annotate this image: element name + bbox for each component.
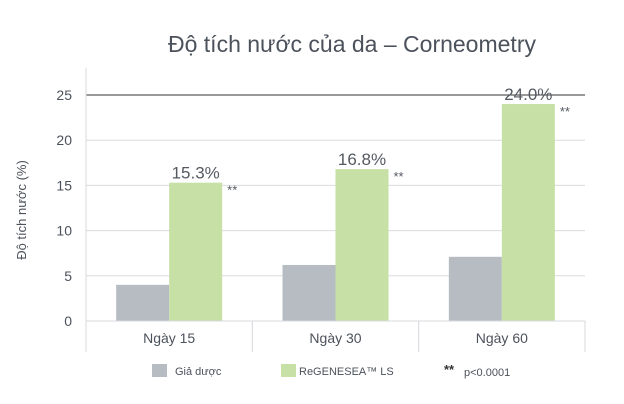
x-category-label: Ngày 60 <box>476 330 528 346</box>
y-tick-label: 20 <box>56 132 72 148</box>
y-tick-label: 5 <box>64 268 72 284</box>
data-label: 15.3% <box>172 164 220 183</box>
legend-significance-symbol: ** <box>444 362 455 377</box>
bar-regenesea <box>335 169 389 321</box>
y-tick-label: 15 <box>56 177 72 193</box>
x-axis-categories: Ngày 15 Ngày 30 Ngày 60 <box>86 320 586 352</box>
significance-marker: ** <box>227 183 237 198</box>
data-label: 24.0% <box>504 85 552 104</box>
y-tick-label: 25 <box>56 87 72 103</box>
data-label: 16.8% <box>338 150 386 169</box>
y-axis-ticks: 0 5 10 15 20 25 <box>56 87 72 329</box>
legend-swatch-placebo <box>152 364 167 377</box>
y-tick-label: 10 <box>56 223 72 239</box>
legend: Giả dược ReGENESEA™ LS ** p<0.0001 <box>152 362 510 379</box>
bar-placebo <box>282 264 336 321</box>
x-category-label: Ngày 30 <box>309 330 361 346</box>
x-category-label: Ngày 15 <box>143 330 195 346</box>
legend-swatch-regenesea <box>281 364 296 377</box>
legend-significance-note: p<0.0001 <box>464 367 510 379</box>
chart-title: Độ tích nước của da – Corneometry <box>168 31 536 57</box>
significance-marker: ** <box>394 169 404 184</box>
significance-marker: ** <box>560 104 570 119</box>
bar-regenesea <box>169 182 223 321</box>
bar-placebo <box>116 284 170 321</box>
y-axis-label: Độ tích nước (%) <box>14 160 29 260</box>
legend-label-placebo: Giả dược <box>175 366 222 378</box>
bar-regenesea <box>501 104 555 321</box>
bars <box>116 104 555 321</box>
y-tick-label: 0 <box>64 313 72 329</box>
bar-placebo <box>448 256 502 321</box>
data-labels: 15.3% ** 16.8% ** 24.0% ** <box>172 85 570 198</box>
legend-label-regenesea: ReGENESEA™ LS <box>299 366 394 378</box>
